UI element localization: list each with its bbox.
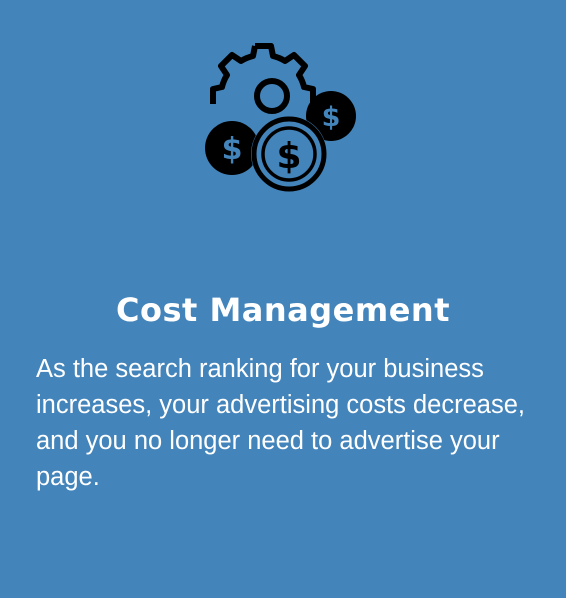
page-margin-right [566,0,572,602]
card-description: As the search ranking for your business … [36,355,525,491]
card-title: Cost Management [116,291,450,329]
svg-text:$: $ [222,132,243,167]
svg-text:$: $ [276,136,301,177]
page-margin-bottom [0,598,572,602]
gear-with-dollar-coins-icon: $ $ $ [200,40,366,196]
svg-text:$: $ [322,102,341,133]
